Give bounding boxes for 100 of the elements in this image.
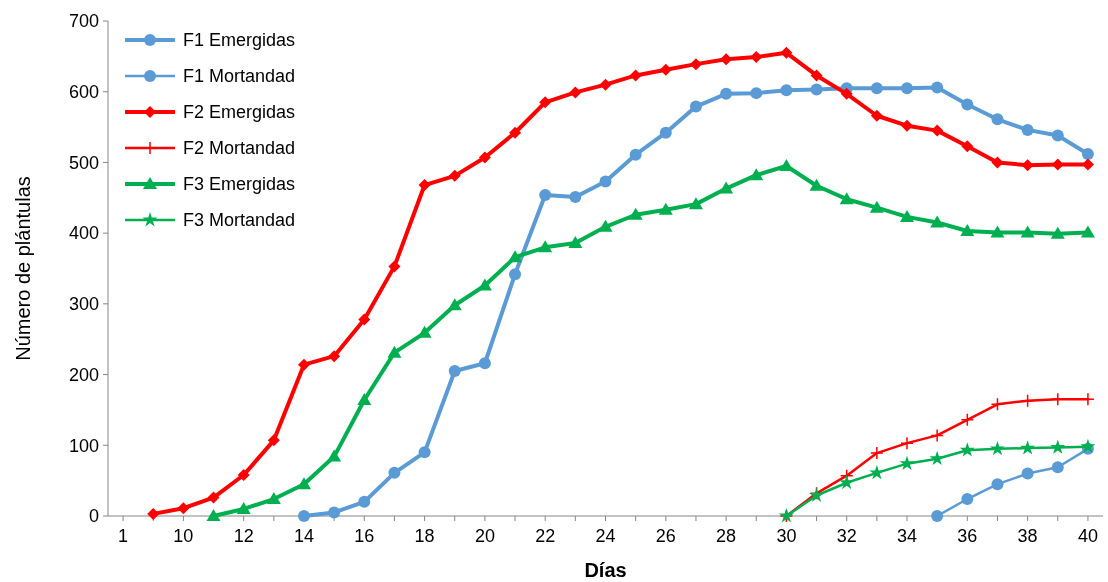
y-tick-label: 0 (88, 506, 99, 527)
y-tick-label: 300 (68, 294, 99, 315)
point (417, 325, 432, 338)
point (901, 82, 914, 95)
point (659, 126, 672, 139)
legend-label: F2 Emergidas (183, 102, 296, 123)
point (899, 455, 915, 471)
point (1021, 467, 1034, 480)
y-axis-title: Número de plántulas (12, 176, 34, 361)
y-tick-label: 500 (68, 152, 99, 173)
x-tick-label: 14 (293, 526, 314, 546)
point (418, 446, 431, 459)
point (1020, 225, 1035, 238)
point (1050, 439, 1066, 454)
y-tick-label: 100 (68, 435, 99, 456)
point (628, 207, 643, 220)
legend-label: F1 Emergidas (183, 30, 296, 51)
point (658, 202, 673, 215)
x-tick-label: 38 (1017, 526, 1038, 546)
point (961, 140, 974, 153)
x-tick-label: 40 (1077, 526, 1098, 546)
point (266, 492, 281, 505)
point (327, 449, 342, 462)
point (236, 501, 251, 514)
point (237, 468, 250, 481)
x-tick-label: 32 (836, 526, 857, 546)
point (931, 81, 944, 94)
point (870, 446, 884, 460)
point (869, 200, 884, 213)
point (147, 507, 160, 520)
x-tick-label: 28 (716, 526, 737, 546)
x-tick-label: 12 (233, 526, 254, 546)
x-tick-label: 36 (957, 526, 978, 546)
y-tick-label: 600 (68, 82, 99, 103)
legend-label: F3 Emergidas (183, 174, 296, 195)
x-tick-label: 20 (474, 526, 495, 546)
point (509, 268, 522, 281)
point (478, 357, 491, 370)
point (1051, 129, 1064, 142)
point (538, 240, 553, 253)
point (991, 478, 1004, 491)
point (328, 506, 341, 519)
point (296, 477, 311, 490)
point (719, 181, 734, 194)
point (870, 109, 883, 122)
point (629, 69, 642, 82)
point (810, 69, 823, 82)
point (1021, 123, 1034, 136)
point (688, 197, 703, 210)
point (659, 63, 672, 76)
point (989, 440, 1005, 456)
point (1051, 461, 1064, 474)
point (388, 260, 401, 273)
point (931, 124, 944, 137)
point (689, 100, 702, 113)
point (931, 510, 944, 522)
point (418, 179, 431, 192)
point (388, 466, 401, 479)
x-tick-label: 24 (595, 526, 616, 546)
point (750, 87, 763, 100)
point (990, 397, 1005, 412)
point (810, 83, 823, 96)
x-tick-label: 10 (173, 526, 194, 546)
x-tick-label: 34 (897, 526, 918, 546)
point (930, 215, 945, 228)
legend-label: F2 Mortandad (183, 138, 296, 159)
point (509, 126, 522, 139)
point (780, 84, 793, 97)
point (568, 236, 583, 249)
x-tick-label: 1 (118, 526, 129, 546)
y-tick-label: 200 (68, 364, 99, 385)
point (629, 148, 642, 161)
point (569, 86, 582, 99)
point (297, 358, 310, 371)
point (1020, 393, 1035, 408)
point (900, 436, 914, 450)
point (448, 365, 461, 378)
point (1080, 438, 1096, 454)
point (1050, 226, 1065, 239)
x-tick-label: 18 (414, 526, 435, 546)
x-tick-label: 16 (354, 526, 375, 546)
x-axis-title: Días (584, 559, 627, 581)
point (569, 191, 582, 204)
point (328, 350, 341, 363)
point (599, 78, 612, 91)
point (930, 428, 944, 443)
point (539, 188, 552, 201)
point (809, 178, 824, 191)
point (447, 298, 462, 311)
point (598, 219, 613, 232)
point (206, 509, 221, 521)
point (749, 168, 764, 181)
point (960, 413, 975, 427)
point (961, 98, 974, 111)
point (1020, 440, 1036, 455)
point (357, 393, 372, 406)
x-tick-label: 30 (776, 526, 797, 546)
point (478, 151, 491, 164)
point (870, 82, 883, 95)
point (961, 493, 974, 506)
